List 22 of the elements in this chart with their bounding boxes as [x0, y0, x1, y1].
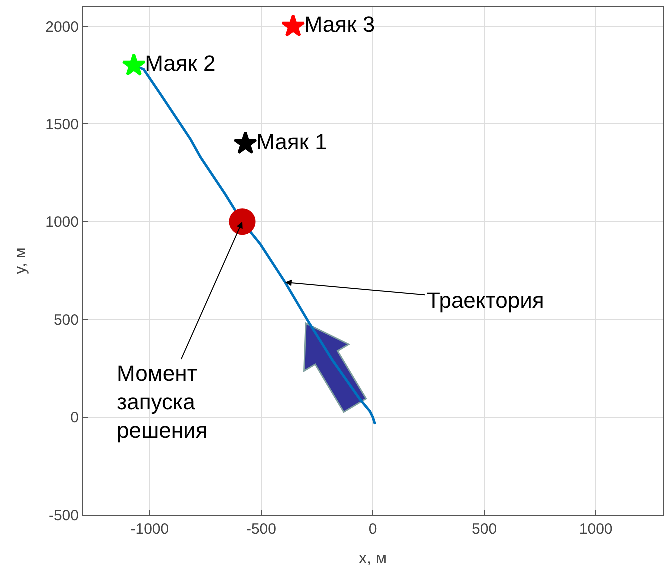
series-label: Маяк 3: [304, 12, 376, 38]
x-tick-label: 1000: [579, 521, 613, 538]
y-tick-label: 0: [70, 410, 79, 427]
point: [234, 131, 258, 154]
y-tick-label: 2000: [46, 18, 79, 36]
point: [229, 208, 256, 236]
x-tick-label: 500: [472, 521, 498, 538]
series-label: Маяк 2: [145, 51, 216, 76]
y-tick-label: 1500: [46, 116, 79, 134]
y-tick-label: 1000: [46, 214, 79, 232]
x-tick-label: -1000: [130, 521, 170, 538]
y-tick-label: -500: [48, 507, 79, 524]
x-tick-label: -500: [246, 521, 276, 538]
series-label: Маяк 1: [256, 129, 328, 154]
point: [122, 53, 146, 76]
y-tick-label: 500: [54, 312, 79, 329]
point: [281, 14, 306, 37]
x-tick-label: 0: [368, 521, 378, 538]
annotation: Момент запуска решения: [117, 361, 208, 444]
annotation: Траектория: [427, 288, 544, 313]
y-axis-title: y, м: [12, 248, 30, 274]
x-axis-title: x, м: [359, 550, 387, 568]
